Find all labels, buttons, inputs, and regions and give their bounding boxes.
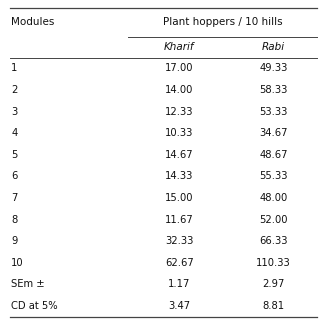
Text: 53.33: 53.33 [260,107,288,116]
Text: 10: 10 [11,258,24,268]
Text: 3.47: 3.47 [168,301,190,311]
Text: 4: 4 [11,128,18,138]
Text: 48.67: 48.67 [259,150,288,160]
Text: SEm ±: SEm ± [11,279,45,289]
Text: Modules: Modules [11,17,55,28]
Text: 15.00: 15.00 [165,193,194,203]
Text: 66.33: 66.33 [259,236,288,246]
Text: 6: 6 [11,172,18,181]
Text: 14.33: 14.33 [165,172,193,181]
Text: CD at 5%: CD at 5% [11,301,58,311]
Text: 8: 8 [11,215,18,225]
Text: 32.33: 32.33 [165,236,193,246]
Text: 17.00: 17.00 [165,63,194,73]
Text: Rabi: Rabi [262,42,285,52]
Text: 1: 1 [11,63,18,73]
Text: Plant hoppers / 10 hills: Plant hoppers / 10 hills [163,17,282,28]
Text: 8.81: 8.81 [262,301,285,311]
Text: 5: 5 [11,150,18,160]
Text: 9: 9 [11,236,18,246]
Text: Kharif: Kharif [164,42,195,52]
Text: 2.97: 2.97 [262,279,285,289]
Text: 14.67: 14.67 [165,150,194,160]
Text: 48.00: 48.00 [260,193,288,203]
Text: 11.67: 11.67 [165,215,194,225]
Text: 58.33: 58.33 [260,85,288,95]
Text: 55.33: 55.33 [259,172,288,181]
Text: 12.33: 12.33 [165,107,194,116]
Text: 14.00: 14.00 [165,85,193,95]
Text: 34.67: 34.67 [259,128,288,138]
Text: 52.00: 52.00 [259,215,288,225]
Text: 49.33: 49.33 [260,63,288,73]
Text: 62.67: 62.67 [165,258,194,268]
Text: 1.17: 1.17 [168,279,190,289]
Text: 3: 3 [11,107,18,116]
Text: 110.33: 110.33 [256,258,291,268]
Text: 10.33: 10.33 [165,128,193,138]
Text: 2: 2 [11,85,18,95]
Text: 7: 7 [11,193,18,203]
